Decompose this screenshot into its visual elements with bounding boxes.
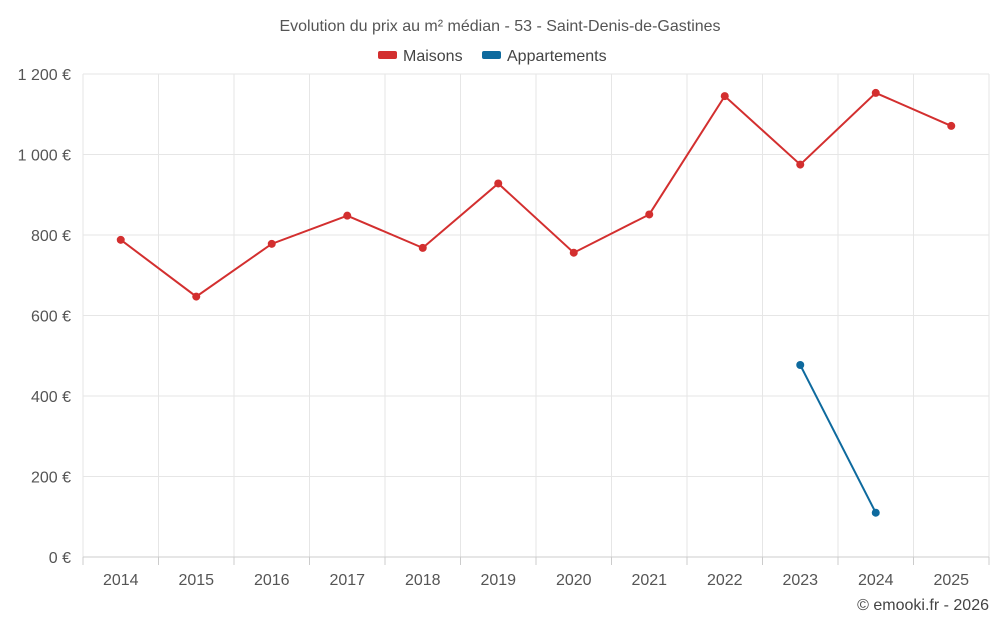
data-point[interactable] — [494, 179, 503, 188]
y-axis: 0 € 200 € 400 € 600 € 800 € 1 000 € 1 200 € — [18, 67, 71, 567]
data-point[interactable] — [871, 508, 880, 517]
series-line — [799, 364, 877, 514]
series-appartements — [796, 361, 880, 517]
legend-label: Maisons — [403, 48, 463, 65]
y-tick-label: 600 € — [31, 309, 71, 326]
series — [116, 88, 956, 517]
legend-label: Appartements — [507, 48, 607, 65]
chart-title: Evolution du prix au m² médian - 53 - Sa… — [279, 18, 720, 35]
legend: Maisons Appartements — [378, 48, 607, 65]
x-tick-label: 2025 — [933, 572, 969, 589]
y-tick-label: 0 € — [49, 550, 71, 567]
data-point[interactable] — [645, 210, 654, 219]
data-point[interactable] — [418, 243, 427, 252]
data-point[interactable] — [569, 248, 578, 257]
x-tick-label: 2015 — [178, 572, 214, 589]
data-point[interactable] — [871, 88, 880, 97]
x-tick-label: 2014 — [103, 572, 139, 589]
data-point[interactable] — [267, 239, 276, 248]
x-tick-label: 2020 — [556, 572, 592, 589]
y-tick-label: 200 € — [31, 470, 71, 487]
data-point[interactable] — [796, 160, 805, 169]
x-tick-label: 2017 — [329, 572, 365, 589]
data-point[interactable] — [343, 211, 352, 220]
legend-item-maisons[interactable]: Maisons — [378, 48, 463, 65]
series-maisons — [116, 88, 956, 301]
grid — [82, 73, 990, 558]
x-tick-label: 2022 — [707, 572, 743, 589]
y-tick-label: 400 € — [31, 389, 71, 406]
x-tick-label: 2023 — [782, 572, 818, 589]
data-point[interactable] — [192, 292, 201, 301]
y-tick-label: 1 000 € — [18, 148, 71, 165]
x-tick-label: 2021 — [631, 572, 667, 589]
data-point[interactable] — [116, 235, 125, 244]
y-tick-label: 800 € — [31, 228, 71, 245]
x-tick-label: 2019 — [480, 572, 516, 589]
credit-text: © emooki.fr - 2026 — [857, 597, 989, 614]
data-point[interactable] — [720, 92, 729, 101]
legend-item-appartements[interactable]: Appartements — [482, 48, 607, 65]
legend-swatch — [378, 51, 397, 59]
series-line — [120, 91, 952, 298]
x-tick-label: 2016 — [254, 572, 290, 589]
x-tick-label: 2024 — [858, 572, 894, 589]
x-tick-label: 2018 — [405, 572, 441, 589]
x-axis: 2014 2015 2016 2017 2018 2019 2020 2021 2022 2023… — [82, 557, 990, 589]
legend-swatch — [482, 51, 501, 59]
data-point[interactable] — [947, 121, 956, 130]
data-point[interactable] — [796, 361, 805, 370]
y-tick-label: 1 200 € — [18, 67, 71, 84]
